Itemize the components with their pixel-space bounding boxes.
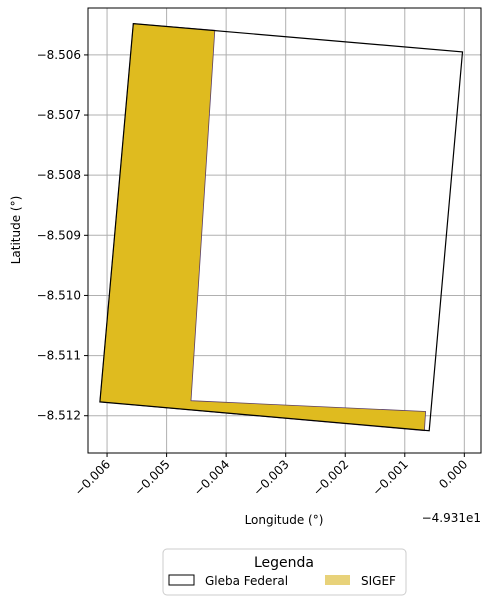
x-tick-label: −0.003 xyxy=(251,457,292,498)
x-tick-label: −0.001 xyxy=(370,457,411,498)
x-tick-label: −0.004 xyxy=(191,457,232,498)
gleba-federal-polygon xyxy=(99,22,464,432)
legend-title: Legenda xyxy=(254,555,314,571)
x-tick-label: −0.006 xyxy=(72,457,113,498)
y-tick-label: −8.506 xyxy=(37,48,81,62)
legend-label-sigef: SIGEF xyxy=(361,574,396,588)
legend: Legenda Gleba Federal SIGEF xyxy=(162,548,407,596)
sigef-polygon xyxy=(99,23,427,432)
x-axis-label: Longitude (°) xyxy=(245,513,324,527)
x-axis-offset-label: −4.931e1 xyxy=(422,511,481,525)
x-tick-label: −0.002 xyxy=(310,457,351,498)
y-tick-label: −8.507 xyxy=(37,108,81,122)
plot-frame xyxy=(87,7,482,454)
x-tick-label: 0.000 xyxy=(436,457,470,491)
y-axis-label: Latitude (°) xyxy=(9,196,23,265)
y-tick-label: −8.511 xyxy=(37,349,81,363)
y-tick-label: −8.512 xyxy=(37,409,81,423)
x-tick-label: −0.005 xyxy=(131,457,172,498)
y-tick-label: −8.508 xyxy=(37,168,81,182)
polygons-layer xyxy=(99,22,464,432)
legend-label-gleba-federal: Gleba Federal xyxy=(205,574,288,588)
x-axis-ticks: −0.006 −0.005 −0.004 −0.003 −0.002 −0.001 0.00… xyxy=(72,453,470,499)
y-tick-label: −8.509 xyxy=(37,228,81,242)
y-axis-ticks: −8.506 −8.507 −8.508 −8.509 −8.510 −8.511 −8.5… xyxy=(37,48,88,423)
y-tick-label: −8.510 xyxy=(37,288,81,302)
legend-swatch-gleba-federal xyxy=(168,574,195,586)
legend-swatch-sigef xyxy=(325,575,350,585)
